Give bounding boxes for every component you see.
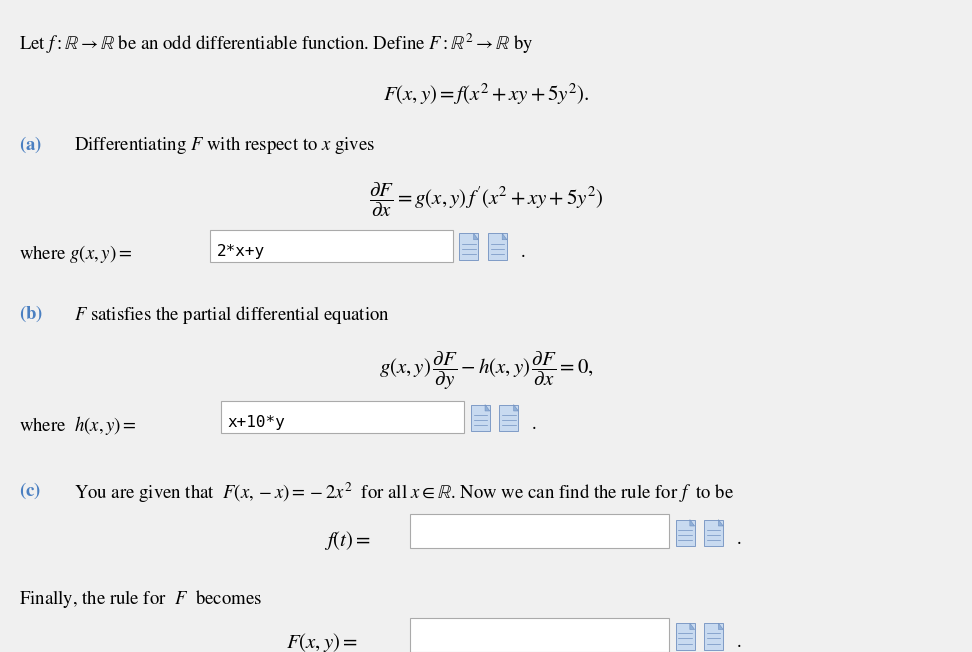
Text: x+10*y: x+10*y (227, 415, 286, 430)
Text: 2*x+y: 2*x+y (217, 244, 264, 259)
FancyBboxPatch shape (704, 520, 723, 546)
Polygon shape (690, 623, 695, 630)
Text: $F(x, y) = f(x^2 + xy + 5y^2).$: $F(x, y) = f(x^2 + xy + 5y^2).$ (383, 82, 589, 108)
FancyBboxPatch shape (210, 230, 453, 262)
FancyBboxPatch shape (676, 520, 695, 546)
Text: $\dfrac{\partial F}{\partial x} = g(x, y)\, f'(x^2 + xy + 5y^2)$: $\dfrac{\partial F}{\partial x} = g(x, y… (368, 181, 604, 219)
Text: You are given that  $F(x, -x) = -2x^2$  for all $x \in \mathbb{R}$. Now we can f: You are given that $F(x, -x) = -2x^2$ fo… (75, 481, 735, 505)
Text: $g(x, y)\, \dfrac{\partial F}{\partial y} - h(x, y)\, \dfrac{\partial F}{\partia: $g(x, y)\, \dfrac{\partial F}{\partial y… (378, 349, 594, 392)
FancyBboxPatch shape (410, 514, 669, 548)
Text: $F(x, y) =$: $F(x, y) =$ (286, 631, 358, 652)
Text: $\mathbf{(b)}$: $\mathbf{(b)}$ (19, 304, 44, 324)
Text: Finally, the rule for  $F$  becomes: Finally, the rule for $F$ becomes (19, 588, 262, 610)
FancyBboxPatch shape (676, 623, 695, 650)
FancyBboxPatch shape (470, 405, 490, 432)
Text: .: . (737, 531, 741, 548)
Text: where $g(x, y) =$: where $g(x, y) =$ (19, 243, 132, 265)
FancyBboxPatch shape (704, 623, 723, 650)
Text: .: . (532, 415, 537, 432)
FancyBboxPatch shape (222, 402, 464, 434)
FancyBboxPatch shape (500, 405, 518, 432)
FancyBboxPatch shape (488, 233, 507, 260)
Polygon shape (485, 405, 490, 411)
Text: Let $f : \mathbb{R} \rightarrow \mathbb{R}$ be an odd differentiable function. D: Let $f : \mathbb{R} \rightarrow \mathbb{… (19, 32, 534, 56)
Text: $\mathbf{(a)}$: $\mathbf{(a)}$ (19, 134, 42, 155)
Text: Differentiating $F$ with respect to $x$ gives: Differentiating $F$ with respect to $x$ … (75, 134, 376, 156)
Text: where  $h(x, y) =$: where $h(x, y) =$ (19, 414, 137, 437)
Text: $\mathbf{(c)}$: $\mathbf{(c)}$ (19, 481, 41, 501)
Text: $F$ satisfies the partial differential equation: $F$ satisfies the partial differential e… (75, 304, 391, 325)
Polygon shape (718, 623, 723, 630)
FancyBboxPatch shape (410, 618, 669, 652)
FancyBboxPatch shape (460, 233, 478, 260)
Text: $f(t) =$: $f(t) =$ (324, 529, 371, 552)
Polygon shape (718, 520, 723, 526)
Text: .: . (520, 244, 525, 261)
Polygon shape (503, 233, 507, 240)
Text: .: . (737, 634, 741, 651)
Polygon shape (513, 405, 518, 411)
Polygon shape (690, 520, 695, 526)
Polygon shape (473, 233, 478, 240)
